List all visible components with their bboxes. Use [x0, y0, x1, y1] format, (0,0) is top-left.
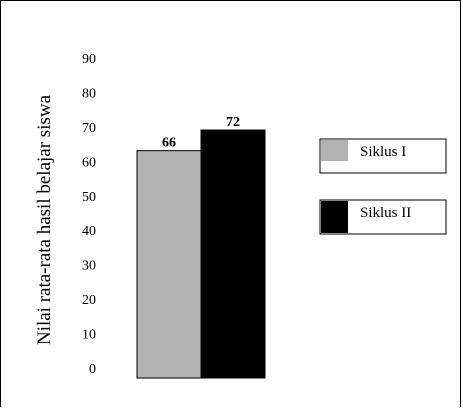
data-labels: 66 72 — [162, 115, 240, 151]
y-axis-ticks: 0 10 20 30 40 50 60 70 80 90 — [82, 52, 96, 377]
y-tick-label: 70 — [82, 121, 96, 136]
data-label: 72 — [226, 115, 240, 130]
y-tick-label: 90 — [82, 52, 96, 67]
data-label: 66 — [162, 136, 176, 151]
bar-siklus-i — [136, 150, 202, 379]
y-tick-label: 40 — [82, 224, 96, 239]
y-axis-label: Nilai rata-rata hasil belajar siswa — [34, 94, 55, 345]
legend-swatch — [321, 140, 348, 161]
y-tick-label: 80 — [82, 86, 96, 101]
legend-swatch — [321, 201, 348, 233]
bars — [136, 129, 266, 379]
y-tick-label: 20 — [82, 293, 96, 308]
legend: Siklus I Siklus II — [319, 138, 447, 235]
y-tick-label: 10 — [82, 328, 96, 343]
legend-label: Siklus II — [360, 205, 411, 221]
bar-siklus-ii — [200, 129, 266, 379]
y-tick-label: 60 — [82, 155, 96, 170]
y-tick-label: 30 — [82, 259, 96, 274]
y-tick-label: 50 — [82, 190, 96, 205]
legend-label: Siklus I — [360, 144, 406, 160]
y-tick-label: 0 — [89, 362, 96, 377]
